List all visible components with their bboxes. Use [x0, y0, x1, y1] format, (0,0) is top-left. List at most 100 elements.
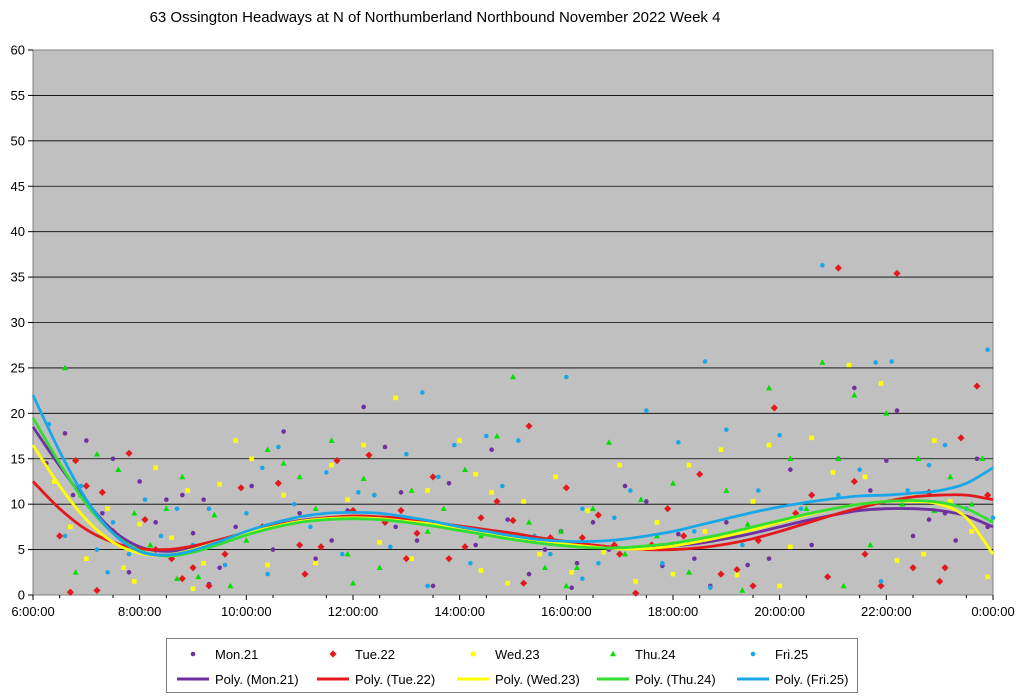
data-point	[596, 560, 601, 566]
legend-swatch	[470, 651, 476, 657]
data-point	[670, 480, 676, 486]
data-point	[770, 404, 778, 412]
x-tick-label: 20:00:00	[754, 604, 805, 619]
data-point	[297, 510, 302, 516]
data-point	[840, 582, 847, 589]
legend-label: Poly. (Tue.22)	[355, 671, 436, 687]
data-point	[329, 462, 334, 468]
data-point	[98, 488, 106, 496]
data-point	[948, 499, 953, 504]
data-point	[66, 588, 74, 596]
y-tick-label: 25	[11, 360, 25, 375]
legend-swatch	[177, 677, 209, 681]
data-point	[803, 505, 810, 512]
data-point	[617, 462, 622, 468]
data-point	[205, 582, 213, 590]
data-point	[324, 470, 329, 475]
data-point	[990, 515, 996, 521]
data-point	[169, 535, 174, 541]
data-point	[915, 455, 922, 462]
data-point	[861, 550, 869, 558]
data-point	[692, 529, 697, 534]
data-point	[344, 550, 351, 557]
data-point	[526, 571, 532, 577]
data-point	[632, 589, 640, 597]
x-tick-label: 0:00:00	[971, 604, 1014, 619]
data-point	[777, 432, 782, 438]
data-point	[883, 410, 890, 416]
data-point	[126, 569, 132, 575]
data-point	[420, 390, 425, 395]
data-point	[894, 558, 900, 563]
data-point	[489, 490, 494, 495]
data-point	[594, 511, 602, 519]
data-point	[276, 444, 281, 450]
data-point	[878, 381, 884, 386]
data-point	[718, 447, 724, 452]
data-point	[910, 492, 916, 498]
data-point	[163, 505, 170, 512]
data-point	[936, 577, 944, 585]
data-point	[477, 514, 485, 522]
data-point	[462, 466, 468, 472]
data-point	[692, 556, 697, 561]
data-point	[110, 456, 116, 462]
data-point	[260, 465, 265, 471]
legend-swatch	[329, 650, 337, 658]
data-point	[505, 517, 510, 522]
data-point	[211, 511, 218, 518]
data-point	[360, 475, 367, 482]
data-point	[878, 579, 884, 584]
data-point	[121, 565, 126, 571]
data-point	[622, 483, 628, 489]
data-point	[56, 532, 64, 540]
data-point	[425, 488, 430, 493]
data-point	[382, 444, 388, 450]
data-point	[585, 508, 590, 513]
data-point	[195, 573, 202, 580]
data-point	[562, 484, 570, 492]
data-point	[345, 497, 350, 502]
data-point	[233, 438, 238, 443]
legend-item-1: Tue.22	[315, 641, 395, 667]
data-point	[808, 491, 816, 499]
data-point	[377, 540, 382, 545]
y-tick-label: 60	[11, 43, 25, 58]
data-point	[985, 347, 990, 353]
data-point	[574, 560, 580, 566]
data-point	[141, 516, 149, 524]
legend-swatch	[457, 677, 489, 681]
data-point	[830, 470, 836, 475]
data-point	[744, 520, 751, 527]
data-point	[777, 583, 782, 589]
data-point	[105, 569, 110, 575]
data-point	[850, 477, 858, 486]
data-point	[333, 456, 341, 465]
data-point	[910, 533, 916, 539]
data-point	[819, 359, 826, 365]
data-point	[509, 516, 517, 525]
data-point	[398, 490, 404, 495]
data-point	[270, 547, 276, 552]
data-point	[569, 585, 574, 591]
legend-trend-3: Poly. (Thu.24)	[595, 666, 716, 692]
y-tick-label: 35	[11, 270, 25, 285]
data-point	[190, 530, 196, 536]
data-point	[372, 492, 377, 498]
data-point	[452, 442, 457, 448]
data-point	[542, 547, 548, 552]
data-point	[664, 505, 672, 513]
series-3-points	[62, 359, 986, 593]
data-point	[734, 572, 740, 578]
data-point	[899, 500, 906, 507]
data-point	[84, 556, 89, 561]
data-point	[393, 395, 398, 401]
data-point	[846, 362, 852, 368]
data-point	[893, 269, 901, 278]
chart-title: 63 Ossington Headways at N of Northumber…	[149, 9, 721, 26]
data-point	[249, 456, 254, 462]
data-point	[153, 465, 158, 471]
data-point	[301, 570, 309, 578]
data-point	[329, 538, 334, 543]
data-point	[227, 582, 234, 589]
